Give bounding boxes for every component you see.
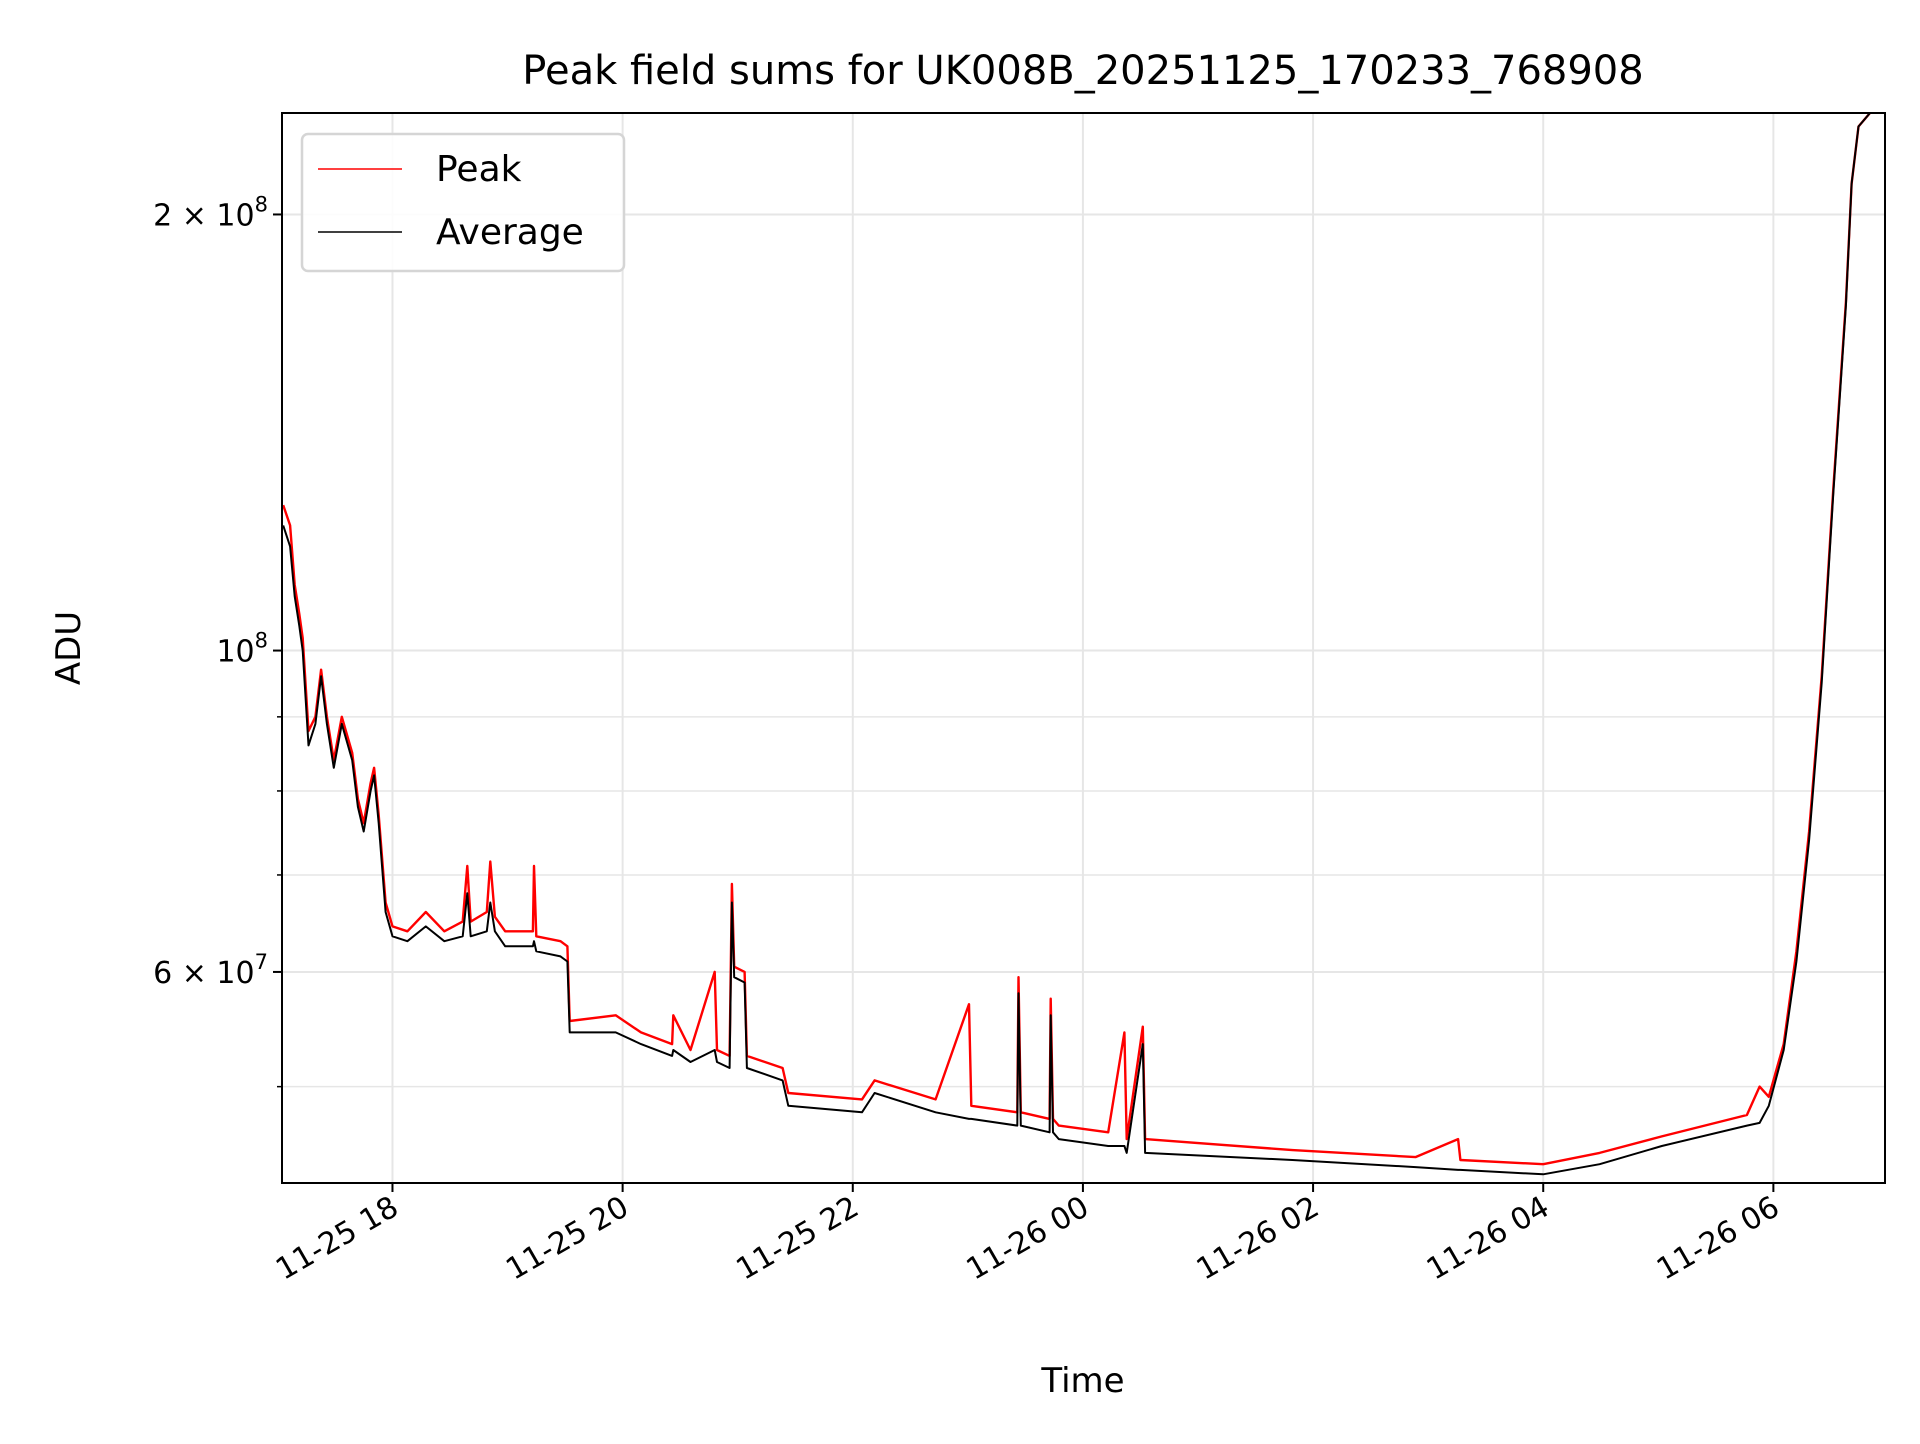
x-tick-label: 11-25 22 [730, 1190, 864, 1288]
chart-title: Peak field sums for UK008B_20251125_1702… [522, 48, 1643, 94]
x-tick-label: 11-26 06 [1651, 1190, 1785, 1288]
x-tick-label: 11-26 02 [1191, 1190, 1325, 1288]
x-tick-label: 11-26 00 [961, 1190, 1095, 1288]
x-axis-label: Time [1040, 1361, 1124, 1401]
y-tick-exponent: 8 [255, 629, 268, 653]
y-tick-label: 108 [216, 629, 268, 670]
y-axis-label: ADU [49, 611, 89, 685]
legend: Peak Average [300, 132, 626, 273]
y-tick-label: 2 × 108 [153, 192, 268, 233]
y-tick-exponent: 7 [255, 950, 268, 974]
y-tick-exponent: 8 [255, 192, 268, 216]
legend-peak-label: Peak [436, 149, 522, 190]
plot-area [282, 113, 1877, 1176]
y-tick-mantissa: 10 [216, 635, 254, 670]
x-axis: 11-25 18 11-25 20 11-25 22 11-26 00 11-26 02… [270, 1183, 1785, 1287]
y-tick-label: 6 × 107 [153, 950, 268, 991]
y-tick-mantissa: 2 × 10 [153, 198, 254, 233]
x-tick-label: 11-26 04 [1421, 1190, 1555, 1288]
x-tick-label: 11-25 18 [270, 1190, 404, 1288]
legend-average-label: Average [436, 212, 584, 253]
x-tick-label: 11-25 20 [500, 1190, 634, 1288]
grid [282, 113, 1885, 1183]
y-tick-mantissa: 6 × 10 [153, 956, 254, 991]
series-line-average [282, 113, 1876, 1176]
